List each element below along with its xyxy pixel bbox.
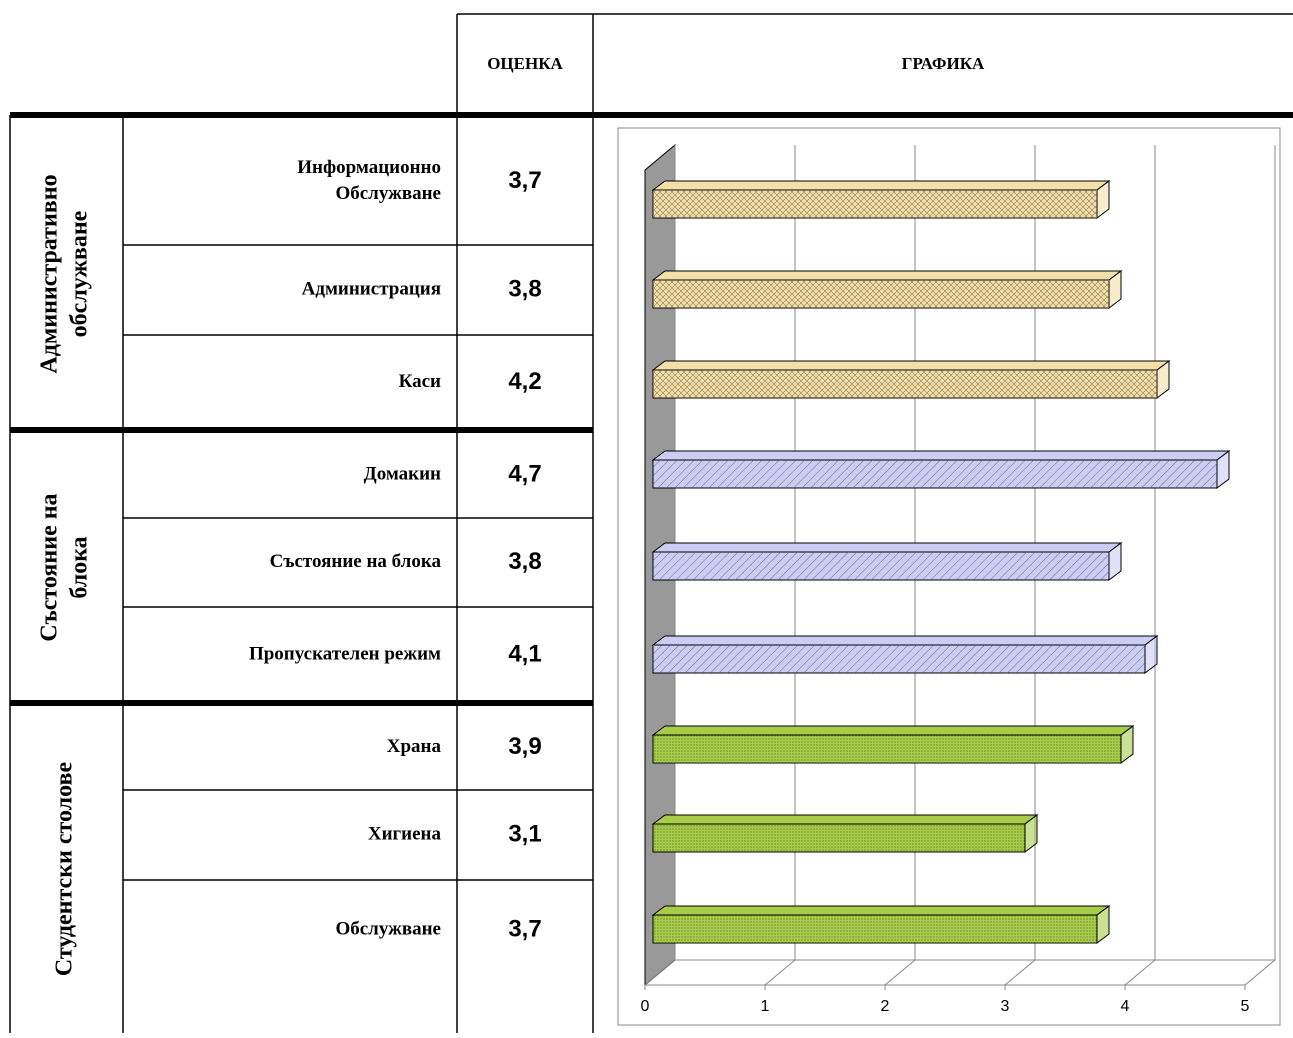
group-label: Състояние на: [37, 493, 63, 641]
bar-pattern: [653, 824, 1025, 852]
bar-top: [651, 542, 1123, 553]
x-tick-label: 3: [1001, 998, 1010, 1015]
bar: [651, 542, 1123, 581]
row-label: Обслужване: [335, 183, 441, 204]
bar-top: [651, 360, 1171, 371]
grid-line: [764, 959, 796, 986]
bar: [651, 725, 1135, 764]
score: 3,8: [508, 548, 541, 575]
row-label: Администрация: [302, 278, 441, 299]
grid-line: [884, 959, 916, 986]
bar-top: [651, 270, 1123, 281]
bar-pattern: [653, 370, 1157, 398]
bar-pattern: [653, 915, 1097, 943]
score: 3,9: [508, 733, 541, 760]
bar-top: [651, 905, 1111, 916]
row-label: Каси: [399, 371, 441, 392]
grid-line: [1244, 959, 1276, 986]
bar-pattern: [653, 645, 1145, 673]
bar-top: [651, 814, 1039, 825]
score: 3,7: [508, 915, 541, 942]
x-tick-label: 1: [761, 998, 770, 1015]
x-tick-label: 2: [881, 998, 890, 1015]
chart: 0 1 2 3 4 5: [617, 127, 1281, 1026]
group-label: Студентски столове: [52, 762, 78, 977]
group-label: Административно: [37, 174, 63, 373]
bar: [651, 905, 1111, 944]
bar-top: [651, 725, 1135, 736]
bar-pattern: [653, 460, 1217, 488]
bar-pattern: [653, 190, 1097, 218]
score: 3,1: [508, 820, 541, 847]
bar-top: [651, 635, 1159, 646]
bar-pattern: [653, 280, 1109, 308]
column-header: ОЦЕНКА: [487, 54, 563, 73]
x-tick-label: 4: [1121, 998, 1130, 1015]
row-label: Информационно: [297, 157, 441, 178]
bar-pattern: [653, 552, 1109, 580]
row-label: Хигиена: [368, 823, 442, 844]
score: 3,7: [508, 167, 541, 194]
row-label: Състояние на блока: [270, 551, 442, 572]
row-label: Храна: [387, 736, 442, 757]
group-label: блока: [67, 536, 93, 598]
bar-top: [651, 450, 1231, 461]
row-label: Пропускателен режим: [249, 643, 441, 664]
bar: [651, 450, 1231, 489]
bar: [651, 635, 1159, 674]
x-tick-label: 0: [641, 998, 650, 1015]
bar-top: [651, 180, 1111, 191]
row-label: Обслужване: [335, 918, 441, 939]
bar: [651, 814, 1039, 853]
column-header: ГРАФИКА: [902, 54, 985, 73]
grid-line: [1004, 959, 1036, 986]
bar: [651, 180, 1111, 219]
score: 4,7: [508, 460, 541, 487]
x-tick-label: 5: [1241, 998, 1250, 1015]
score: 4,2: [508, 368, 541, 395]
row-label: Домакин: [364, 463, 441, 484]
score: 3,8: [508, 275, 541, 302]
grid-line: [644, 959, 676, 986]
grid-line: [1124, 959, 1156, 986]
bar: [651, 360, 1171, 399]
bar: [651, 270, 1123, 309]
table: ОЦЕНКА ГРАФИКА Административно обслужване Ин…: [9, 13, 1293, 1033]
group-label: обслужване: [67, 210, 93, 337]
score: 4,1: [508, 640, 541, 667]
bar-pattern: [653, 735, 1121, 763]
